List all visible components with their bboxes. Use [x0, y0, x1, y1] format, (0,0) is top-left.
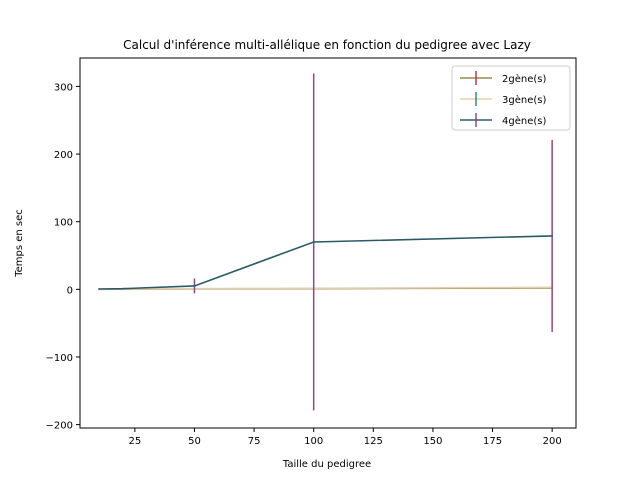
axes-frame: [79, 57, 577, 429]
x-tick-label: 75: [248, 436, 261, 447]
legend: 2gène(s) 3gène(s) 4gène(s): [451, 65, 571, 131]
data-point: [551, 234, 554, 237]
data-point: [98, 288, 100, 290]
x-tick-label: 100: [304, 436, 323, 447]
y-tick-label: 100: [54, 218, 73, 229]
data-point: [193, 285, 196, 287]
x-tick-label: 150: [423, 436, 442, 447]
y-tick-label: 300: [54, 82, 73, 93]
y-tick-label: 200: [54, 150, 73, 161]
data-point: [122, 287, 124, 290]
x-axis-label: Taille du pedigree: [282, 459, 371, 470]
x-tick-label: 50: [188, 436, 201, 447]
y-tick-label: −200: [46, 421, 73, 432]
x-tick-label: 125: [364, 436, 383, 447]
series-3: [98, 73, 554, 411]
y-axis-label: Temps en sec: [14, 209, 25, 278]
x-tick-label: 200: [543, 436, 562, 447]
x-tick-label: 175: [483, 436, 502, 447]
y-tick-label: 0: [67, 285, 73, 296]
legend-label: 3gène(s): [502, 94, 546, 106]
x-tick-label: 25: [128, 436, 141, 447]
data-point: [312, 241, 315, 243]
y-tick-label: −100: [46, 353, 73, 364]
chart-title: Calcul d'inférence multi-allélique en fo…: [123, 38, 531, 52]
legend-label: 4gène(s): [502, 115, 546, 127]
legend-frame: [451, 65, 571, 131]
plot-area: 25 50 75 100 125 150 175 200 −200 −100 0 100 200 300: [46, 57, 577, 447]
legend-label: 2gène(s): [502, 73, 546, 85]
